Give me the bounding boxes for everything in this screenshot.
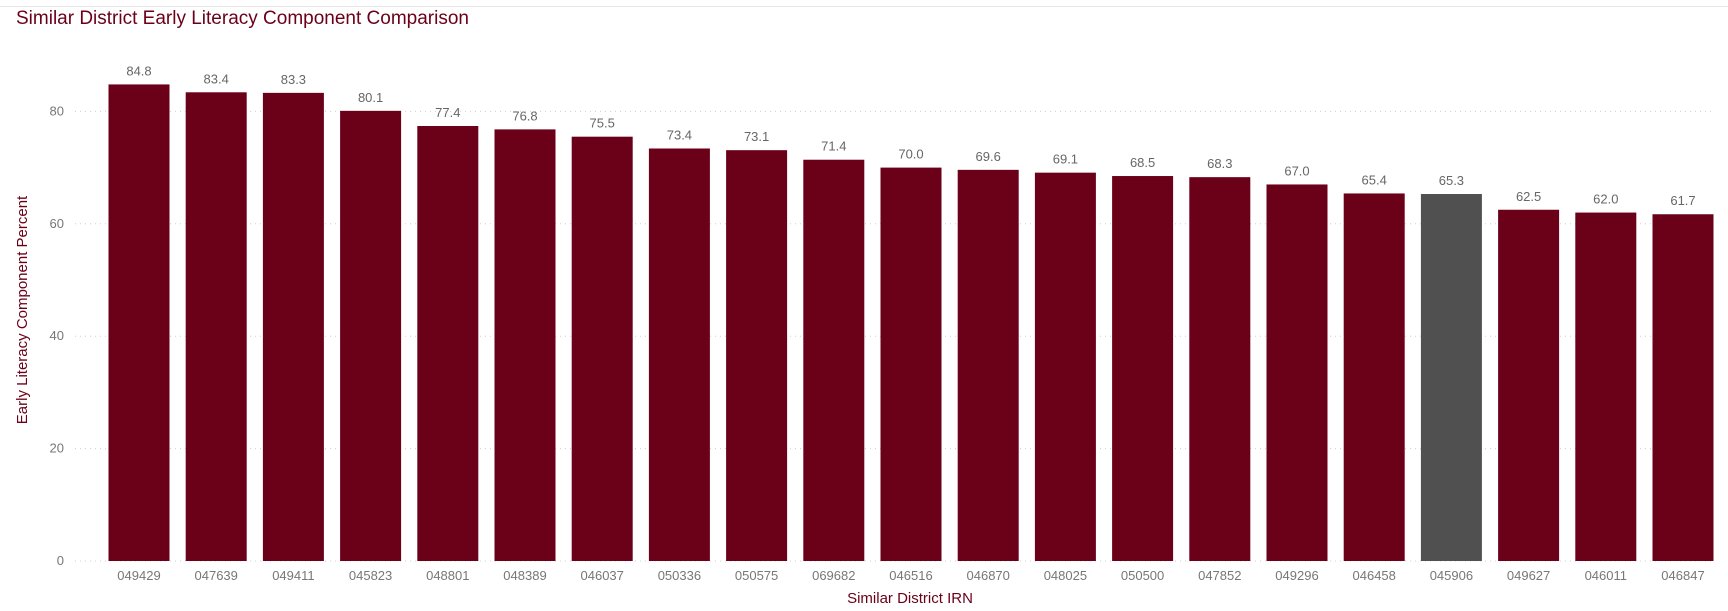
- data-label: 75.5: [590, 116, 615, 131]
- bar[interactable]: [108, 84, 170, 561]
- x-tick-label: 049296: [1275, 568, 1318, 583]
- y-axis-ticks: 0 20 40 60 80: [50, 103, 64, 568]
- data-label: 65.4: [1362, 172, 1387, 187]
- data-label: 68.3: [1207, 156, 1232, 171]
- bar[interactable]: [571, 136, 633, 561]
- x-tick-label: 047852: [1198, 568, 1241, 583]
- x-tick-label: 050575: [735, 568, 778, 583]
- data-label: 69.1: [1053, 152, 1078, 167]
- data-label: 83.3: [281, 72, 306, 87]
- y-tick-label: 20: [50, 441, 64, 456]
- x-tick-label: 045906: [1430, 568, 1473, 583]
- x-tick-label: 050336: [658, 568, 701, 583]
- x-tick-label: 046516: [889, 568, 932, 583]
- y-tick-label: 80: [50, 103, 64, 118]
- bar[interactable]: [1189, 177, 1251, 562]
- bar[interactable]: [1343, 193, 1405, 561]
- data-label: 76.8: [512, 108, 537, 123]
- data-label: 61.7: [1670, 193, 1695, 208]
- bar[interactable]: [417, 126, 479, 562]
- data-label: 84.8: [126, 63, 151, 78]
- bar[interactable]: [1266, 184, 1328, 561]
- x-tick-label: 046458: [1353, 568, 1396, 583]
- data-label: 67.0: [1284, 163, 1309, 178]
- x-tick-label: 048801: [426, 568, 469, 583]
- x-tick-label: 048389: [503, 568, 546, 583]
- bar[interactable]: [1575, 212, 1637, 561]
- bar[interactable]: [957, 169, 1019, 561]
- x-tick-label: 049429: [117, 568, 160, 583]
- x-axis-title: Similar District IRN: [847, 590, 973, 607]
- chart-title: Similar District Early Literacy Componen…: [16, 8, 469, 29]
- y-tick-label: 60: [50, 216, 64, 231]
- data-label: 69.6: [976, 149, 1001, 164]
- bar[interactable]: [185, 92, 247, 562]
- data-label: 62.5: [1516, 189, 1541, 204]
- top-divider: [0, 6, 1728, 7]
- bar[interactable]: [1652, 214, 1714, 561]
- bar[interactable]: [1498, 209, 1560, 561]
- x-tick-label: 050500: [1121, 568, 1164, 583]
- x-tick-label: 046847: [1661, 568, 1704, 583]
- bar[interactable]: [1112, 176, 1174, 561]
- x-axis-ticks: 049429 047639 049411 045823 048801 048389 0460…: [117, 568, 1704, 583]
- bar[interactable]: [262, 92, 324, 561]
- data-label: 83.4: [204, 71, 229, 86]
- data-label: 68.5: [1130, 155, 1155, 170]
- bar[interactable]: [1034, 172, 1096, 561]
- x-tick-label: 045823: [349, 568, 392, 583]
- x-tick-label: 046037: [581, 568, 624, 583]
- data-label: 62.0: [1593, 192, 1618, 207]
- x-tick-label: 069682: [812, 568, 855, 583]
- data-label: 73.4: [667, 127, 692, 142]
- data-label: 65.3: [1439, 173, 1464, 188]
- y-tick-label: 0: [57, 553, 64, 568]
- bar[interactable]: [803, 159, 865, 561]
- data-label: 77.4: [435, 105, 460, 120]
- bar[interactable]: [340, 110, 402, 561]
- x-tick-label: 049627: [1507, 568, 1550, 583]
- data-labels: 84.8 83.4 83.3 80.1 77.4 76.8 75.5 73.4 73.1 71.4…: [126, 63, 1695, 208]
- x-tick-label: 046870: [967, 568, 1010, 583]
- bars: [108, 84, 1714, 562]
- bar[interactable]: [648, 148, 710, 561]
- data-label: 71.4: [821, 139, 846, 154]
- y-tick-label: 40: [50, 328, 64, 343]
- x-tick-label: 046011: [1585, 568, 1627, 583]
- bar[interactable]: [726, 150, 788, 562]
- data-label: 70.0: [898, 147, 923, 162]
- data-label: 73.1: [744, 129, 769, 144]
- bar[interactable]: [494, 129, 556, 561]
- bar[interactable]: [1420, 194, 1482, 561]
- x-tick-label: 049411: [272, 568, 314, 583]
- y-axis-title: Early Literacy Component Percent: [14, 195, 31, 424]
- x-tick-label: 048025: [1044, 568, 1087, 583]
- data-label: 80.1: [358, 90, 383, 105]
- x-tick-label: 047639: [195, 568, 238, 583]
- bar[interactable]: [880, 167, 942, 561]
